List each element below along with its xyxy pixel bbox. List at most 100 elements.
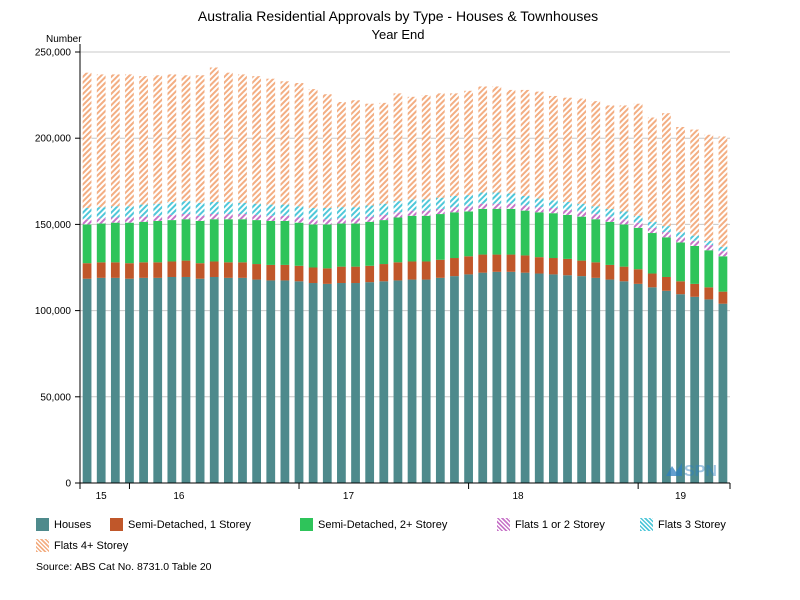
bar-segment-s1-29 bbox=[492, 254, 502, 272]
bar-segment-s2-39 bbox=[633, 227, 643, 270]
bar-segment-s0-29 bbox=[492, 271, 502, 483]
bar-segment-s2-38 bbox=[619, 224, 629, 267]
bar-segment-s0-1 bbox=[96, 277, 106, 483]
legend-label-flats12: Flats 1 or 2 Storey bbox=[515, 518, 605, 531]
bar-segment-s0-18 bbox=[337, 283, 346, 483]
bar-segment-s3-43 bbox=[690, 240, 700, 246]
legend-swatch-houses bbox=[36, 518, 49, 531]
bar-segment-s2-27 bbox=[464, 211, 473, 257]
bar-segment-s1-12 bbox=[252, 264, 262, 280]
legend-item-flats12: Flats 1 or 2 Storey bbox=[497, 518, 605, 531]
bar-segment-s3-21 bbox=[379, 214, 389, 221]
bar-segment-s0-44 bbox=[704, 299, 714, 483]
y-tick-label-2: 100,000 bbox=[35, 306, 72, 317]
bar-segment-s0-9 bbox=[209, 276, 219, 483]
bar-segment-s5-13 bbox=[266, 78, 276, 205]
bar-segment-s4-17 bbox=[322, 208, 332, 220]
legend-swatch-semi-2 bbox=[300, 518, 313, 531]
bar-segment-s4-1 bbox=[96, 207, 106, 219]
bar-segment-s4-25 bbox=[435, 197, 445, 209]
bar-segment-s5-35 bbox=[577, 98, 587, 204]
bar-segment-s4-32 bbox=[534, 198, 544, 208]
bar-segment-s2-17 bbox=[322, 224, 332, 269]
bar-segment-s3-41 bbox=[662, 232, 671, 238]
bar-segment-s0-35 bbox=[577, 276, 587, 483]
legend-swatch-semi-1 bbox=[110, 518, 123, 531]
bar-segment-s4-15 bbox=[294, 206, 304, 218]
bar-segment-s5-45 bbox=[718, 136, 728, 247]
bar-segment-s4-4 bbox=[139, 204, 148, 217]
legend-item-semi-2: Semi-Detached, 2+ Storey bbox=[300, 518, 447, 531]
bar-segment-s5-33 bbox=[548, 95, 558, 201]
bar-segment-s0-5 bbox=[153, 277, 163, 483]
bar-segment-s3-30 bbox=[506, 203, 516, 209]
legend-label-semi-1: Semi-Detached, 1 Storey bbox=[128, 518, 251, 531]
bar-segment-s3-44 bbox=[704, 245, 714, 251]
bar-segment-s0-38 bbox=[619, 281, 629, 483]
bar-segment-s1-27 bbox=[464, 256, 473, 275]
bar-segment-s4-38 bbox=[619, 211, 629, 220]
bar-segment-s4-33 bbox=[548, 200, 558, 209]
bar-segment-s1-36 bbox=[591, 262, 601, 278]
bar-segment-s1-5 bbox=[153, 262, 163, 278]
bar-segment-s4-14 bbox=[280, 204, 290, 216]
bar-segment-s2-32 bbox=[534, 212, 544, 258]
legend-item-houses: Houses bbox=[36, 518, 91, 531]
legend-item-semi-1: Semi-Detached, 1 Storey bbox=[110, 518, 251, 531]
bar-segment-s3-25 bbox=[435, 208, 445, 215]
bar-segment-s0-24 bbox=[421, 279, 431, 483]
bar-segment-s5-30 bbox=[506, 89, 516, 194]
bar-segment-s1-7 bbox=[181, 260, 191, 277]
bar-segment-s1-3 bbox=[125, 263, 134, 279]
bar-segment-s2-35 bbox=[577, 216, 587, 261]
bar-segment-s4-30 bbox=[506, 193, 516, 204]
bar-segment-s4-18 bbox=[337, 207, 346, 219]
bar-segment-s4-11 bbox=[238, 202, 247, 215]
bar-segment-s0-41 bbox=[662, 290, 671, 483]
bar-segment-s2-41 bbox=[662, 237, 671, 277]
bar-segment-s1-19 bbox=[351, 266, 360, 284]
bar-segment-s3-45 bbox=[718, 251, 728, 257]
bar-segment-s5-3 bbox=[125, 74, 134, 207]
bar-segment-s2-43 bbox=[690, 245, 700, 284]
bar-segment-s4-21 bbox=[379, 203, 389, 215]
bar-segment-s3-27 bbox=[464, 206, 473, 212]
bar-segment-s1-34 bbox=[563, 258, 572, 276]
bar-segment-s5-18 bbox=[337, 102, 346, 208]
bar-segment-s2-22 bbox=[393, 217, 403, 263]
bar-segment-s5-21 bbox=[379, 102, 389, 204]
bar-segment-s5-2 bbox=[110, 74, 120, 207]
bar-segment-s2-45 bbox=[718, 256, 728, 292]
bar-segment-s0-17 bbox=[322, 283, 332, 483]
bar-segment-s1-44 bbox=[704, 287, 714, 300]
bar-segment-s5-7 bbox=[181, 75, 191, 202]
bar-segment-s3-8 bbox=[195, 215, 205, 221]
bar-segment-s2-1 bbox=[96, 223, 106, 263]
bar-segment-s2-0 bbox=[82, 224, 92, 264]
legend-swatch-flats3 bbox=[640, 518, 653, 531]
bar-segment-s4-20 bbox=[365, 205, 375, 217]
bar-segment-s0-12 bbox=[252, 279, 262, 483]
bar-segment-s4-27 bbox=[464, 195, 473, 207]
bar-segment-s2-29 bbox=[492, 208, 502, 255]
bar-segment-s0-8 bbox=[195, 278, 205, 483]
bar-segment-s4-29 bbox=[492, 192, 502, 204]
legend-label-flats3: Flats 3 Storey bbox=[658, 518, 726, 531]
bar-segment-s5-39 bbox=[633, 103, 643, 216]
bar-segment-s2-28 bbox=[478, 208, 488, 255]
bar-segment-s3-34 bbox=[563, 209, 572, 215]
x-tick-labels: 15 16 17 18 19 bbox=[96, 491, 687, 502]
bar-segment-s4-39 bbox=[633, 215, 643, 223]
bar-segment-s1-17 bbox=[322, 268, 332, 284]
bar-segment-s1-24 bbox=[421, 261, 431, 280]
bar-segment-s1-30 bbox=[506, 254, 516, 272]
bar-segment-s3-0 bbox=[82, 219, 92, 225]
bar-segment-s4-31 bbox=[520, 195, 530, 206]
bar-segment-s4-23 bbox=[407, 199, 417, 211]
bar-segment-s0-27 bbox=[464, 274, 473, 483]
legend-label-houses: Houses bbox=[54, 518, 92, 531]
bar-segment-s5-6 bbox=[167, 74, 177, 202]
bar-segment-s4-41 bbox=[662, 226, 671, 233]
bar-segment-s1-6 bbox=[167, 261, 177, 277]
bar-segment-s1-35 bbox=[577, 260, 587, 277]
